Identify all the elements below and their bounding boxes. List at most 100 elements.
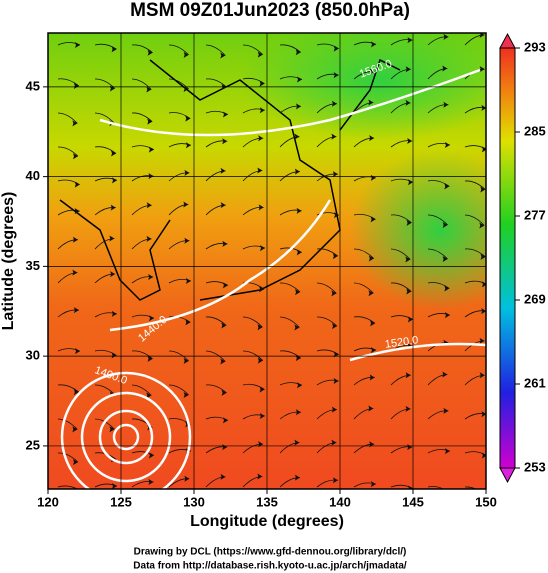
x-tick-label: 145 [402, 494, 424, 509]
x-axis-label: Longitude (degrees) [190, 513, 344, 530]
stream-arrow [481, 411, 486, 418]
streamline [131, 384, 152, 396]
streamline [57, 112, 78, 124]
stream-arrow [148, 479, 154, 486]
stream-arrow [444, 312, 450, 319]
stream-arrow [221, 389, 227, 396]
x-tick-label: 150 [475, 494, 497, 509]
stream-arrow [333, 377, 339, 384]
stream-arrow [405, 372, 411, 379]
stream-arrow [405, 99, 411, 106]
streamline [131, 44, 153, 54]
streamline [427, 214, 448, 226]
stream-arrow [222, 282, 228, 289]
streamline [242, 350, 264, 361]
stream-arrow [259, 386, 265, 393]
streamline [205, 316, 227, 326]
streamline [316, 248, 339, 257]
streamline [242, 316, 263, 328]
stream-arrow [111, 310, 117, 317]
colorbar-tick-label: 261 [524, 375, 546, 390]
stream-arrow [331, 100, 337, 107]
stream-arrow [257, 473, 263, 480]
colorbar-top-arrow [499, 32, 516, 49]
stream-arrow [183, 357, 189, 364]
stream-arrow [183, 391, 189, 398]
stream-arrow [148, 146, 154, 153]
stream-arrow [73, 459, 79, 466]
y-tick-label: 25 [26, 437, 40, 452]
streamline [168, 350, 189, 362]
streamline [279, 44, 302, 53]
streamline [205, 384, 227, 394]
streamline [390, 214, 412, 224]
stream-arrow [73, 307, 79, 314]
stream-arrow [444, 448, 450, 455]
stream-arrow [481, 104, 486, 111]
stream-arrow [259, 413, 265, 420]
stream-arrow [72, 236, 78, 243]
stream-arrow [296, 249, 302, 256]
stream-arrow [72, 269, 78, 276]
stream-arrow [148, 315, 154, 322]
streamline [390, 282, 412, 292]
stream-arrow [295, 289, 301, 296]
stream-arrow [368, 255, 374, 262]
stream-arrow [220, 473, 226, 480]
stream-arrow [369, 68, 375, 75]
colorbar-tick-label: 277 [524, 207, 546, 222]
stream-arrow [257, 357, 263, 364]
stream-arrow [73, 389, 79, 396]
streamline [427, 486, 445, 489]
stream-arrow [332, 253, 338, 260]
stream-arrow [221, 322, 227, 329]
stream-arrow [368, 290, 374, 297]
stream-arrow [294, 324, 300, 331]
streamline [353, 282, 374, 294]
streamline [57, 78, 80, 87]
x-tick-label: 140 [329, 494, 351, 509]
stream-arrow [183, 201, 189, 208]
colorbar [499, 47, 516, 469]
streamline [131, 78, 152, 90]
streamline [427, 180, 450, 187]
stream-arrow [442, 371, 448, 378]
streamline [390, 248, 411, 260]
streamline [131, 112, 153, 122]
footer-line: Data from http://database.rish.kyoto-u.a… [133, 561, 407, 572]
stream-arrow [74, 208, 80, 215]
stream-arrow [405, 256, 411, 263]
streamline [57, 418, 78, 430]
stream-arrow [111, 177, 117, 184]
stream-arrow [257, 167, 263, 174]
stream-arrow [481, 281, 486, 288]
stream-arrow [479, 66, 485, 73]
stream-arrow [147, 355, 153, 362]
colorbar-tick-label: 253 [524, 459, 546, 474]
stream-arrow [443, 101, 449, 108]
stream-arrow [74, 348, 80, 355]
stream-arrow [333, 212, 339, 219]
stream-arrow [146, 86, 152, 93]
stream-arrow [183, 51, 189, 58]
stream-arrow [72, 153, 78, 160]
field [48, 33, 486, 489]
stream-arrow [407, 37, 413, 44]
x-tick-label: 135 [256, 494, 278, 509]
stream-arrow [331, 133, 337, 140]
colorbar-tick-label: 269 [524, 291, 546, 306]
stream-arrow [146, 235, 152, 242]
stream-arrow [110, 204, 116, 211]
stream-arrow [369, 135, 375, 142]
streamline [353, 316, 376, 324]
stream-arrow [147, 49, 153, 56]
stream-arrow [111, 352, 117, 359]
streamline [205, 78, 227, 88]
stream-arrow [75, 42, 80, 48]
y-tick-label: 40 [26, 168, 40, 183]
stream-arrow [368, 405, 374, 412]
stream-arrow [72, 426, 78, 433]
stream-arrow [294, 133, 300, 140]
streamline [316, 282, 337, 294]
stream-arrow [146, 202, 152, 209]
